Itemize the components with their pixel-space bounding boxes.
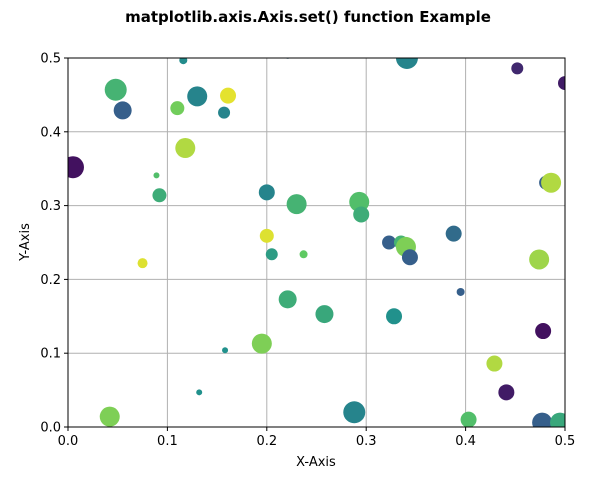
scatter-point (498, 384, 515, 401)
grid-lines (67, 57, 566, 428)
chart-title: matplotlib.axis.Axis.set() function Exam… (125, 8, 491, 26)
scatter-point (104, 78, 127, 101)
scatter-point (153, 172, 160, 179)
scatter-point (401, 249, 418, 266)
y-axis-label: Y-Axis (18, 223, 33, 262)
scatter-point (558, 76, 565, 91)
scatter-point (343, 401, 366, 424)
x-axis-ticks: 0.0 0.1 0.2 0.3 0.4 0.5 (58, 427, 576, 449)
x-tick-label: 0.1 (157, 434, 178, 449)
y-tick-label: 0.5 (40, 52, 61, 67)
scatter-point (315, 305, 334, 324)
scatter-point (220, 87, 237, 104)
scatter-point (251, 333, 272, 354)
x-tick-label: 0.4 (455, 434, 476, 449)
scatter-point (137, 258, 148, 269)
x-tick-label: 0.0 (58, 434, 79, 449)
x-tick-label: 0.3 (356, 434, 377, 449)
scatter-point (353, 206, 370, 223)
y-tick-label: 0.4 (40, 125, 61, 140)
scatter-point (196, 389, 203, 396)
y-tick-label: 0.3 (40, 199, 61, 214)
scatter-point (68, 156, 84, 179)
scatter-point (550, 412, 565, 427)
scatter-point (349, 191, 370, 212)
x-axis-label: X-Axis (296, 455, 336, 470)
data-points (68, 58, 565, 427)
scatter-point (541, 172, 562, 193)
y-axis-ticks: 0.0 0.1 0.2 0.3 0.4 0.5 (40, 52, 68, 436)
scatter-point (456, 287, 465, 296)
scatter-point (113, 101, 132, 120)
scatter-point (187, 86, 208, 107)
scatter-point (382, 235, 397, 250)
scatter-point (170, 101, 185, 116)
scatter-point (259, 228, 274, 243)
scatter-point (395, 58, 418, 69)
x-tick-label: 0.5 (555, 434, 576, 449)
scatter-point (152, 188, 167, 203)
scatter-point (218, 106, 231, 119)
scatter-point (258, 184, 275, 201)
axes-frame (67, 57, 566, 428)
scatter-point (386, 308, 403, 325)
scatter-point (532, 412, 553, 427)
scatter-point (445, 225, 462, 242)
y-tick-label: 0.2 (40, 273, 61, 288)
scatter-point (511, 62, 524, 75)
plot-area (68, 58, 565, 427)
scatter-point (179, 58, 188, 65)
x-tick-label: 0.2 (256, 434, 277, 449)
scatter-point (278, 290, 297, 309)
scatter-point (486, 355, 503, 372)
y-tick-label: 0.0 (40, 421, 61, 436)
scatter-point (99, 406, 120, 427)
y-tick-label: 0.1 (40, 347, 61, 362)
scatter-point (299, 250, 308, 259)
scatter-point (222, 347, 229, 354)
scatter-point (460, 411, 477, 427)
scatter-point (286, 194, 307, 215)
scatter-point (535, 323, 552, 340)
scatter-point (529, 249, 550, 270)
scatter-point (175, 138, 196, 159)
scatter-point (265, 248, 278, 261)
